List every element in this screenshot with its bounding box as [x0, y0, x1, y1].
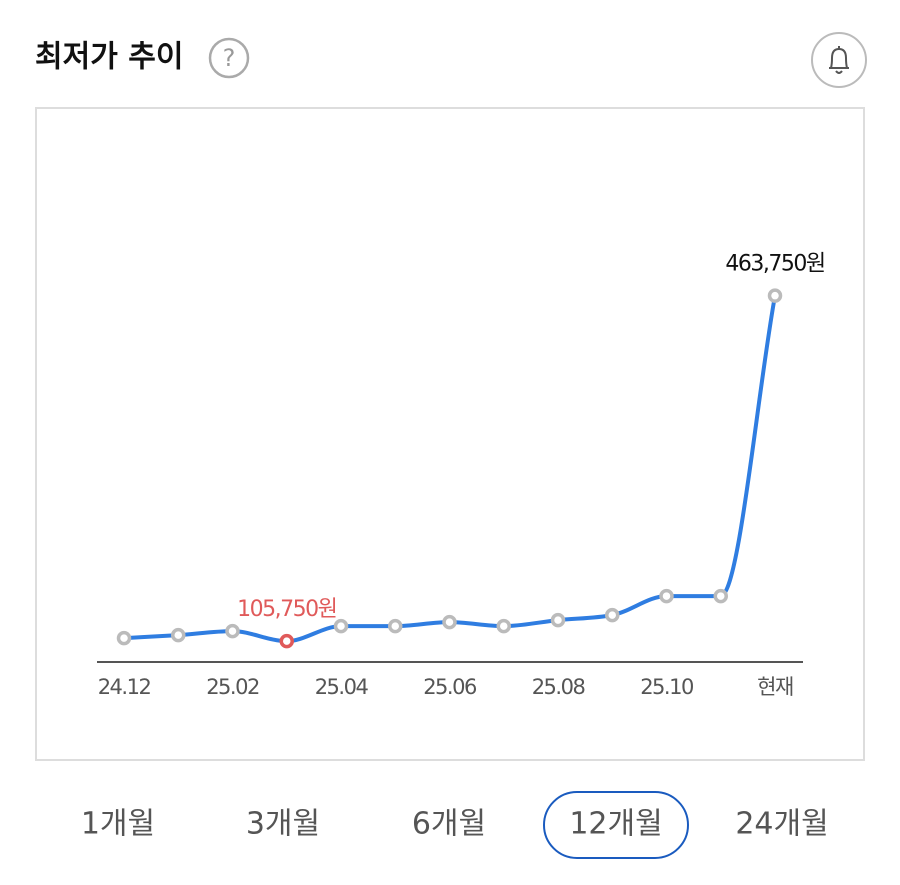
chart-frame: [35, 107, 865, 761]
value-label: 463,750원: [725, 252, 824, 277]
data-point: [605, 607, 620, 623]
alert-button[interactable]: [811, 32, 867, 88]
title: 최저가 추이: [35, 40, 183, 75]
data-point: [442, 614, 457, 630]
period-tab[interactable]: 1개월: [81, 807, 155, 842]
alert-circle: [811, 32, 867, 88]
x-tick-label: 24.12: [98, 675, 151, 699]
x-tick-label: 25.04: [315, 675, 369, 699]
help-circle: [208, 37, 250, 79]
data-point: [116, 630, 132, 646]
data-point: [171, 627, 186, 643]
x-tick-label: 25.02: [206, 675, 259, 699]
x-tick-label: 25.06: [423, 675, 477, 699]
x-tick-label: 25.10: [640, 675, 693, 699]
help-button[interactable]: ?: [208, 37, 250, 79]
data-point: [767, 288, 783, 303]
tabs: 1개월 3개월 6개월 12개월 24개월: [81, 807, 829, 842]
data-point: [333, 618, 349, 634]
help-icon: ?: [223, 44, 236, 72]
period-tab[interactable]: 3개월: [246, 807, 320, 842]
period-tab[interactable]: 6개월: [412, 807, 486, 842]
data-point: [550, 612, 566, 628]
data-point: [496, 618, 511, 634]
x-tick-label: 25.08: [532, 675, 585, 699]
data-point: [225, 623, 240, 639]
selected-tab-outline: [543, 791, 689, 859]
data-point: [659, 588, 674, 604]
data-point: [279, 633, 294, 649]
period-tab[interactable]: 24개월: [735, 807, 828, 842]
x-tick-label: 현재: [757, 675, 793, 699]
data-point: [388, 618, 403, 634]
data-point: [713, 588, 728, 604]
bell-icon: [829, 46, 849, 74]
value-label: 105,750원: [237, 597, 336, 622]
period-tab[interactable]: 12개월: [569, 807, 662, 842]
